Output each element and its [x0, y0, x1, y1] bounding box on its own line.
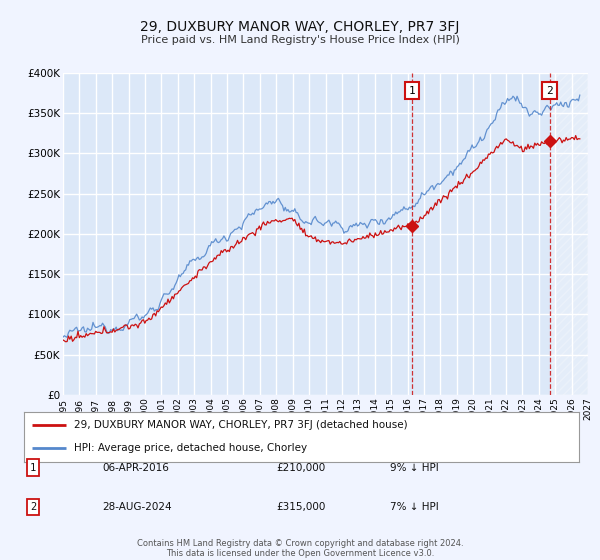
Text: 2: 2 — [30, 502, 36, 512]
Text: 29, DUXBURY MANOR WAY, CHORLEY, PR7 3FJ (detached house): 29, DUXBURY MANOR WAY, CHORLEY, PR7 3FJ … — [74, 420, 407, 430]
Text: 1: 1 — [409, 86, 415, 96]
Text: 06-APR-2016: 06-APR-2016 — [102, 463, 169, 473]
Text: 1: 1 — [30, 463, 36, 473]
Text: £210,000: £210,000 — [276, 463, 325, 473]
Text: HPI: Average price, detached house, Chorley: HPI: Average price, detached house, Chor… — [74, 444, 307, 454]
Text: 28-AUG-2024: 28-AUG-2024 — [102, 502, 172, 512]
Text: 7% ↓ HPI: 7% ↓ HPI — [390, 502, 439, 512]
Text: Contains HM Land Registry data © Crown copyright and database right 2024.: Contains HM Land Registry data © Crown c… — [137, 539, 463, 548]
Text: Price paid vs. HM Land Registry's House Price Index (HPI): Price paid vs. HM Land Registry's House … — [140, 35, 460, 45]
Text: 29, DUXBURY MANOR WAY, CHORLEY, PR7 3FJ: 29, DUXBURY MANOR WAY, CHORLEY, PR7 3FJ — [140, 20, 460, 34]
Text: 9% ↓ HPI: 9% ↓ HPI — [390, 463, 439, 473]
Text: £315,000: £315,000 — [276, 502, 325, 512]
Text: This data is licensed under the Open Government Licence v3.0.: This data is licensed under the Open Gov… — [166, 549, 434, 558]
Text: 2: 2 — [546, 86, 553, 96]
